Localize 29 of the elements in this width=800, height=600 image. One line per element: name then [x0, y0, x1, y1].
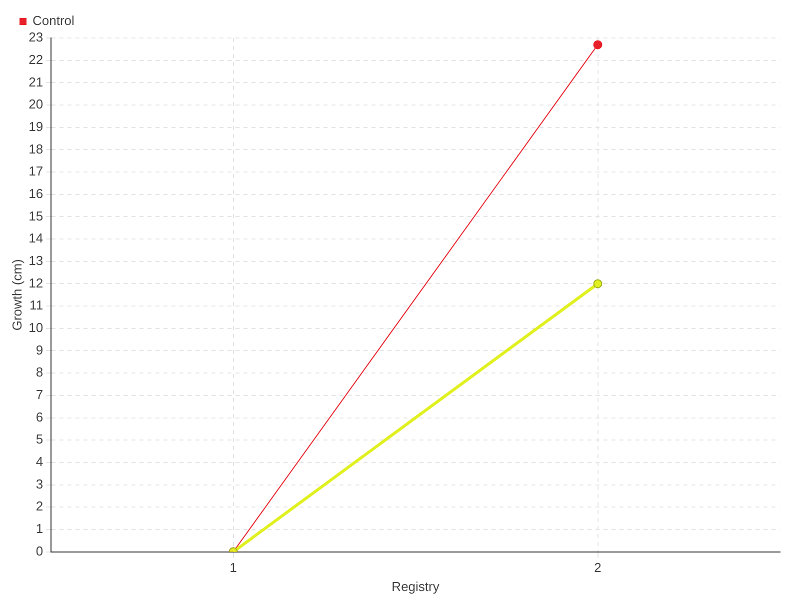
y-tick-label: 1 [36, 521, 44, 536]
x-axis-title: Registry [392, 578, 440, 594]
y-tick-label: 9 [36, 342, 44, 358]
point [593, 279, 602, 288]
y-tick-label: 4 [36, 454, 44, 470]
y-tick-label: 11 [30, 298, 44, 313]
y-tick-label: 5 [36, 432, 44, 447]
y-tick-label: 20 [28, 96, 44, 112]
y-tick-label: 7 [36, 387, 44, 402]
y-tick-label: 23 [28, 30, 44, 45]
y-tick-label: 16 [28, 186, 44, 201]
point [593, 40, 602, 50]
y-tick-label: 17 [28, 164, 44, 179]
y-tick-label: 0 [36, 543, 44, 558]
y-tick-label: 18 [28, 141, 44, 156]
y-tick-label: 6 [36, 409, 44, 424]
y-tick-label: 22 [28, 52, 44, 67]
y-tick-label: 14 [28, 230, 44, 246]
legend-label: Control [32, 13, 75, 28]
y-tick-label: 21 [28, 74, 44, 90]
y-tick-label: 3 [36, 476, 44, 492]
y-tick-label: 15 [28, 208, 44, 224]
y-tick-label: 19 [28, 118, 44, 134]
y-tick-label: 10 [28, 320, 44, 335]
y-tick-label: 13 [28, 252, 44, 268]
y-axis-title: Growth (cm) [9, 259, 24, 331]
y-tick-label: 12 [28, 275, 44, 290]
y-tick-label: 8 [36, 364, 44, 380]
y-tick-label: 2 [36, 498, 44, 514]
